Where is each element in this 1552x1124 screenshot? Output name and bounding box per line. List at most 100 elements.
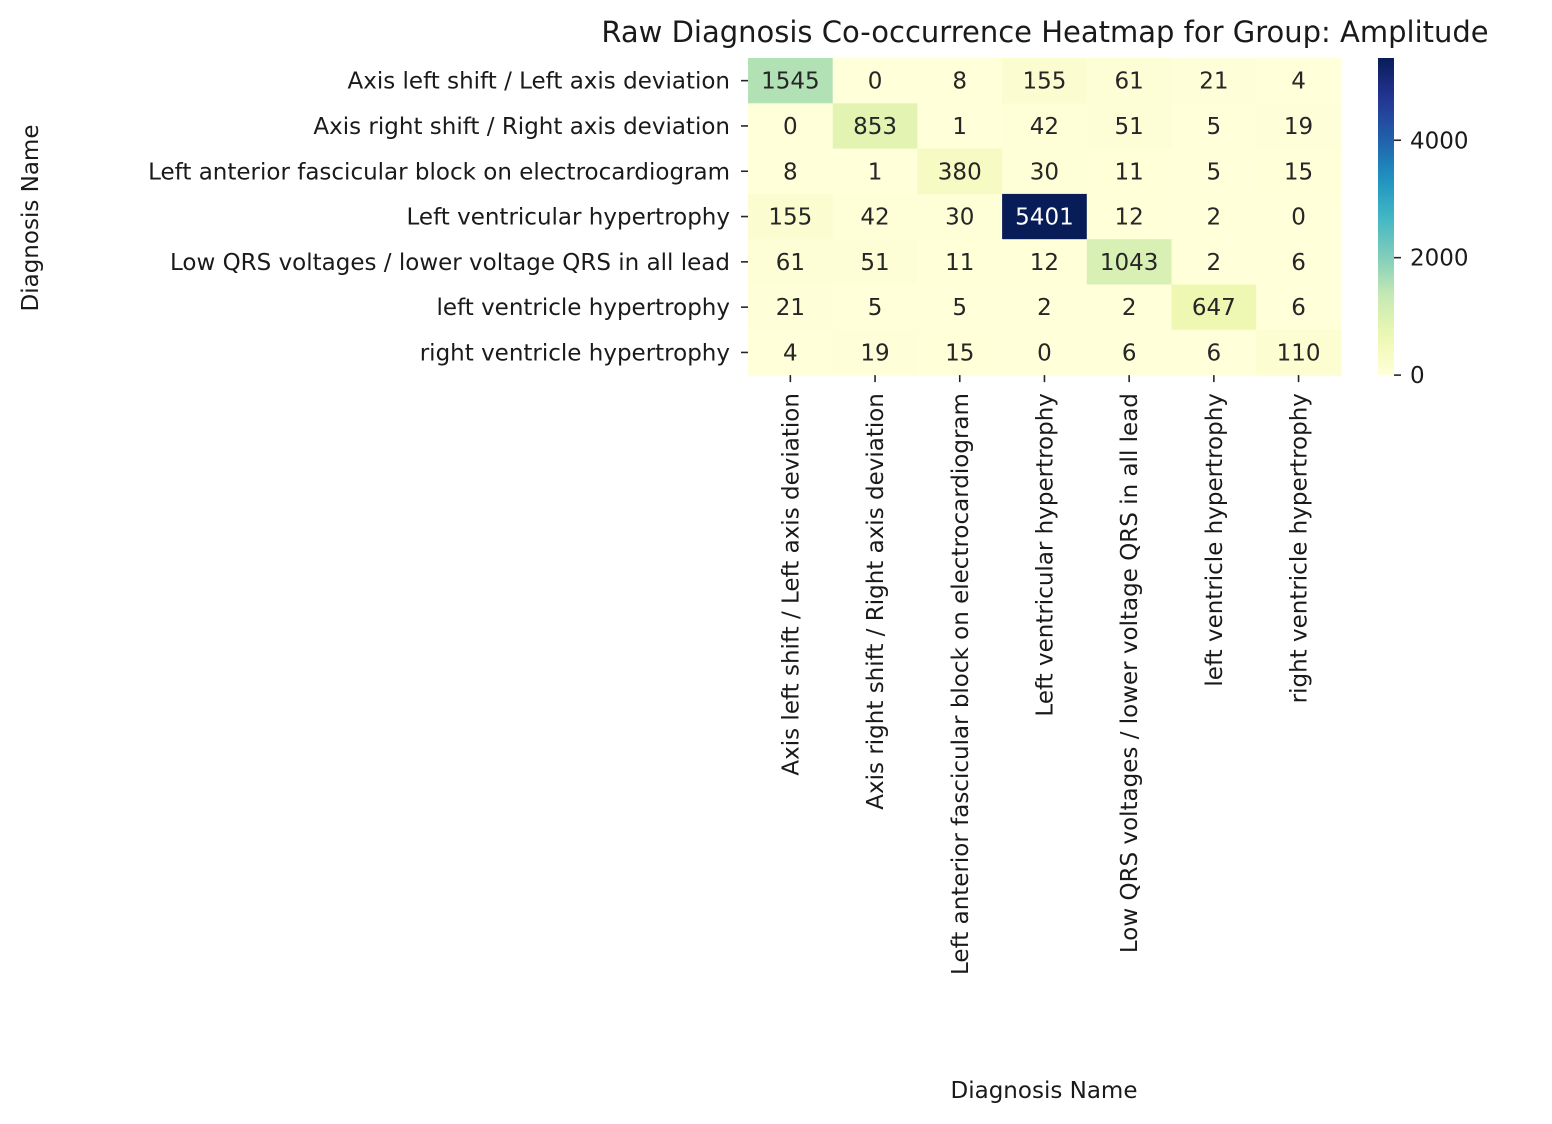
cell-value-label: 19 bbox=[1284, 114, 1313, 140]
y-axis-label: Diagnosis Name bbox=[18, 125, 44, 312]
cell-value-label: 1043 bbox=[1100, 250, 1159, 276]
cell-value-label: 51 bbox=[1115, 114, 1144, 140]
y-axis-ticks: Axis left shift / Left axis deviation Axi… bbox=[148, 69, 748, 366]
heatmap-cell bbox=[1256, 193, 1342, 240]
heatmap-cell bbox=[1086, 58, 1173, 104]
cell-value-label: 5401 bbox=[1015, 205, 1074, 231]
cell-value-label: 6 bbox=[1291, 250, 1306, 276]
heatmap-cell bbox=[1256, 329, 1342, 376]
cell-value-label: 42 bbox=[860, 205, 889, 231]
heatmap-cell bbox=[1002, 148, 1088, 195]
heatmap-cell bbox=[832, 284, 918, 331]
cell-value-label: 1 bbox=[868, 159, 883, 185]
cell-value-label: 110 bbox=[1277, 340, 1321, 366]
heatmap-cell bbox=[1086, 329, 1173, 376]
cell-value-label: 0 bbox=[1291, 205, 1306, 231]
cell-value-label: 30 bbox=[945, 205, 974, 231]
cell-value-label: 15 bbox=[1284, 159, 1313, 185]
colorbar-bar bbox=[1378, 58, 1394, 376]
cell-value-label: 21 bbox=[776, 295, 805, 321]
colorbar-tick-label: 4000 bbox=[1410, 128, 1469, 154]
x-tick-label: Left anterior fascicular block on electr… bbox=[948, 393, 974, 975]
heatmap-cells: 1545 0 8 155 61 21 40 853 1 42 51 5 198 1 380 30 11 5 1515… bbox=[748, 58, 1342, 376]
heatmap-cell bbox=[1086, 284, 1173, 331]
heatmap-cell bbox=[917, 103, 1003, 150]
heatmap-cell bbox=[917, 329, 1003, 376]
x-axis-ticks: Axis left shift / Left axis deviation Axi… bbox=[778, 375, 1313, 975]
cell-value-label: 2 bbox=[1037, 295, 1052, 321]
heatmap-cell bbox=[1171, 148, 1257, 195]
cell-value-label: 1545 bbox=[761, 69, 820, 95]
cell-value-label: 2 bbox=[1207, 205, 1222, 231]
x-tick-label: Low QRS voltages / lower voltage QRS in … bbox=[1117, 393, 1143, 953]
heatmap-cell bbox=[1086, 103, 1173, 150]
heatmap-cell bbox=[1256, 103, 1342, 150]
y-tick-label: Left anterior fascicular block on electr… bbox=[148, 159, 730, 185]
heatmap-cell bbox=[1171, 284, 1257, 331]
cell-value-label: 12 bbox=[1030, 250, 1059, 276]
heatmap-cell bbox=[1171, 239, 1257, 286]
heatmap-cell bbox=[1002, 58, 1088, 104]
heatmap-cell bbox=[1171, 329, 1257, 376]
cell-value-label: 5 bbox=[952, 295, 967, 321]
cell-value-label: 4 bbox=[1291, 69, 1306, 95]
x-axis-label: Diagnosis Name bbox=[951, 1078, 1138, 1104]
heatmap-cell bbox=[1256, 58, 1342, 104]
cell-value-label: 51 bbox=[860, 250, 889, 276]
heatmap-cell bbox=[1002, 193, 1088, 240]
heatmap-cell bbox=[917, 193, 1003, 240]
heatmap-cell bbox=[1086, 239, 1173, 286]
colorbar: 0 2000 4000 bbox=[1378, 58, 1469, 389]
cell-value-label: 5 bbox=[1207, 159, 1222, 185]
cell-value-label: 0 bbox=[1037, 340, 1052, 366]
heatmap-cell bbox=[1002, 284, 1088, 331]
heatmap-cell bbox=[1171, 193, 1257, 240]
cell-value-label: 12 bbox=[1115, 205, 1144, 231]
cell-value-label: 853 bbox=[853, 114, 897, 140]
colorbar-tick-label: 2000 bbox=[1410, 246, 1469, 272]
cell-value-label: 4 bbox=[783, 340, 798, 366]
heatmap-cell bbox=[1256, 148, 1342, 195]
y-tick-label: left ventricle hypertrophy bbox=[437, 295, 731, 321]
y-tick-label: right ventricle hypertrophy bbox=[420, 340, 730, 366]
cell-value-label: 1 bbox=[952, 114, 967, 140]
cell-value-label: 2 bbox=[1122, 295, 1137, 321]
colorbar-tick-label: 0 bbox=[1410, 363, 1425, 389]
heatmap-cell bbox=[832, 148, 918, 195]
cell-value-label: 0 bbox=[868, 69, 883, 95]
cell-value-label: 155 bbox=[768, 205, 812, 231]
heatmap-cell bbox=[748, 329, 834, 376]
heatmap-cell bbox=[1256, 239, 1342, 286]
heatmap-cell bbox=[748, 284, 834, 331]
heatmap-cell bbox=[1002, 239, 1088, 286]
heatmap-cell bbox=[917, 148, 1003, 195]
cell-value-label: 19 bbox=[860, 340, 889, 366]
cell-value-label: 6 bbox=[1207, 340, 1222, 366]
cell-value-label: 5 bbox=[868, 295, 883, 321]
cell-value-label: 21 bbox=[1199, 69, 1228, 95]
cell-value-label: 61 bbox=[1115, 69, 1144, 95]
cell-value-label: 61 bbox=[776, 250, 805, 276]
x-tick-label: Axis left shift / Left axis deviation bbox=[778, 393, 804, 775]
cell-value-label: 15 bbox=[945, 340, 974, 366]
cell-value-label: 6 bbox=[1291, 295, 1306, 321]
cell-value-label: 8 bbox=[783, 159, 798, 185]
chart-title: Raw Diagnosis Co-occurrence Heatmap for … bbox=[601, 15, 1488, 49]
cell-value-label: 647 bbox=[1192, 295, 1236, 321]
cell-value-label: 6 bbox=[1122, 340, 1137, 366]
heatmap-cell bbox=[1002, 103, 1088, 150]
heatmap-cell bbox=[748, 58, 834, 104]
heatmap-cell bbox=[832, 103, 918, 150]
y-tick-label: Axis right shift / Right axis deviation bbox=[313, 114, 730, 140]
x-tick-label: Left ventricular hypertrophy bbox=[1032, 393, 1058, 716]
cell-value-label: 380 bbox=[938, 159, 982, 185]
cell-value-label: 11 bbox=[945, 250, 974, 276]
cell-value-label: 30 bbox=[1030, 159, 1059, 185]
heatmap-cell bbox=[832, 58, 918, 104]
heatmap-cell bbox=[748, 239, 834, 286]
cell-value-label: 42 bbox=[1030, 114, 1059, 140]
x-tick-label: right ventricle hypertrophy bbox=[1287, 393, 1313, 703]
heatmap-cell bbox=[1086, 148, 1173, 195]
heatmap-cell bbox=[1086, 193, 1173, 240]
heatmap-cell bbox=[917, 58, 1003, 104]
